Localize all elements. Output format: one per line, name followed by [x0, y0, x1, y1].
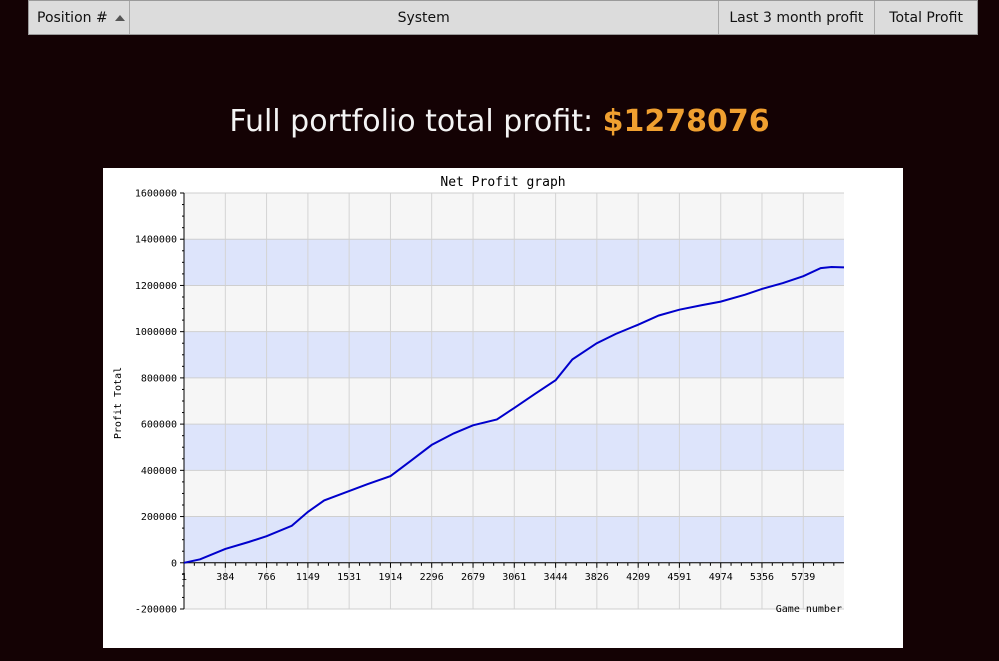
column-header-system-label: System: [397, 9, 450, 26]
column-header-total-profit-label: Total Profit: [889, 9, 963, 26]
x-tick-label: 4974: [709, 572, 733, 583]
net-profit-chart: -200000 0 200000 400000 600000 800000 1000000 1…: [113, 175, 845, 616]
x-tick-label: 2679: [461, 572, 485, 583]
y-tick-label: 1600000: [135, 189, 177, 200]
y-tick-label: 0: [171, 558, 177, 569]
net-profit-chart-panel: -200000 0 200000 400000 600000 800000 1000000 1…: [103, 168, 903, 648]
y-tick-label: 1200000: [135, 281, 177, 292]
x-axis-label: Game number: [776, 604, 842, 615]
x-tick-label: 4209: [626, 572, 650, 583]
x-tick-label: 4591: [667, 572, 691, 583]
x-tick-label: 3061: [502, 572, 526, 583]
y-tick-label: 600000: [141, 420, 177, 431]
column-header-last-3-month-profit[interactable]: Last 3 month profit: [719, 1, 876, 34]
x-tick-label: 1914: [378, 572, 402, 583]
column-header-last-3-month-profit-label: Last 3 month profit: [729, 9, 864, 26]
column-header-total-profit[interactable]: Total Profit: [875, 1, 977, 34]
portfolio-total-profit-heading: Full portfolio total profit: $1278076: [0, 104, 999, 139]
chart-title: Net Profit graph: [440, 175, 565, 190]
x-tick-label: 3826: [585, 572, 609, 583]
x-tick-label: 766: [258, 572, 276, 583]
x-tick-label: 3444: [544, 572, 568, 583]
y-tick-label: 200000: [141, 512, 177, 523]
x-tick-label: 2296: [420, 572, 444, 583]
x-tick-label: 1531: [337, 572, 361, 583]
y-tick-label: 400000: [141, 466, 177, 477]
portfolio-total-profit-label: Full portfolio total profit:: [229, 104, 594, 139]
y-tick-label: -200000: [135, 605, 177, 616]
table-header: Position # System Last 3 month profit To…: [28, 0, 978, 35]
net-profit-series-line: [183, 265, 845, 564]
x-tick-label: 1149: [296, 572, 320, 583]
column-header-position-label: Position #: [37, 9, 108, 26]
column-header-position[interactable]: Position #: [29, 1, 130, 34]
x-tick-label: 384: [216, 572, 234, 583]
sort-ascending-icon: [114, 14, 125, 21]
y-tick-label: 1000000: [135, 327, 177, 338]
y-axis-label: Profit Total: [113, 367, 124, 439]
x-tick-label: 1: [181, 572, 187, 583]
y-tick-label: 1400000: [135, 235, 177, 246]
column-header-system[interactable]: System: [130, 1, 719, 34]
portfolio-total-profit-amount: $1278076: [602, 104, 770, 139]
y-tick-label: 800000: [141, 373, 177, 384]
x-tick-label: 5739: [791, 572, 815, 583]
x-tick-label: 5356: [750, 572, 774, 583]
